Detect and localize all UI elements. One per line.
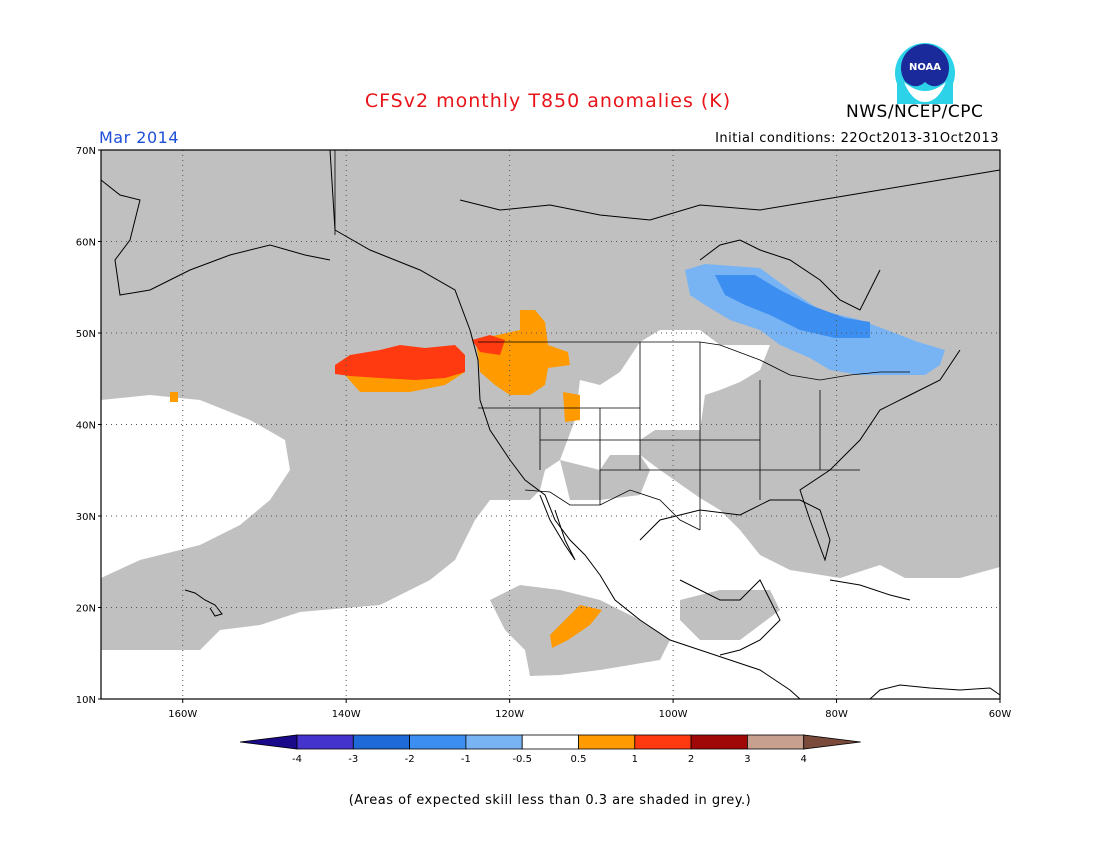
low-skill-regions — [101, 150, 1000, 676]
legend-swatch — [747, 734, 805, 750]
legend-arrow-low — [239, 734, 298, 750]
legend-label: -4 — [292, 754, 302, 765]
lon-label: 60W — [989, 709, 1012, 720]
agency-label: NWS/NCEP/CPC — [846, 102, 984, 122]
legend-label: -2 — [405, 754, 415, 765]
border-us-mexico — [524, 489, 701, 531]
coastlines — [100, 149, 1001, 700]
anomaly-plus-0-5-mexico — [550, 605, 602, 648]
anomaly-plus-1-wa — [472, 335, 505, 355]
legend-label: 2 — [688, 754, 694, 765]
legend-swatch — [634, 734, 692, 750]
warm-anomaly — [170, 310, 602, 648]
cold-anomaly — [685, 264, 945, 375]
coastline-gulf — [639, 349, 961, 562]
state-lines — [478, 342, 860, 530]
legend-swatch — [690, 734, 748, 750]
legend-label: 0.5 — [571, 754, 587, 765]
lat-label: 20N — [76, 604, 96, 615]
coastline-cuba — [829, 579, 911, 601]
legend-swatch — [352, 734, 410, 750]
logo-text: NOAA — [909, 62, 941, 73]
legend-swatch — [578, 734, 636, 750]
skill-note: (Areas of expected skill less than 0.3 a… — [348, 793, 752, 808]
lon-label: 100W — [659, 709, 688, 720]
anomaly-plus-0-5 — [475, 310, 570, 395]
coastline-hawaii — [184, 589, 223, 617]
coastline-west — [329, 149, 801, 700]
lon-label: 120W — [495, 709, 524, 720]
legend-swatch — [296, 734, 354, 750]
forecast-month: Mar 2014 — [99, 128, 179, 147]
noaa-logo-icon: NOAA — [895, 43, 955, 104]
legend-label: -0.5 — [512, 754, 532, 765]
low-skill-north — [101, 150, 1000, 650]
legend-label: -3 — [348, 754, 358, 765]
legend-swatch — [465, 734, 523, 750]
coastline-baja — [539, 494, 576, 561]
legend-label: -1 — [461, 754, 471, 765]
coastline-south — [869, 684, 1001, 700]
lat-label: 40N — [76, 421, 96, 432]
anomaly-minus-1 — [715, 275, 870, 338]
low-skill-caribbean — [680, 590, 780, 640]
legend-label: 3 — [744, 754, 750, 765]
color-legend: -4 -3 -2 -1 -0.5 0.5 1 2 3 4 — [239, 734, 861, 765]
political-borders — [334, 150, 910, 531]
legend-swatch — [409, 734, 467, 750]
map-title: CFSv2 monthly T850 anomalies (K) — [364, 90, 732, 112]
latitude-labels: 70N 60N 50N 40N 30N 20N 10N — [76, 146, 101, 706]
lat-label: 30N — [76, 512, 96, 523]
legend-swatch — [521, 734, 579, 750]
lon-label: 140W — [332, 709, 361, 720]
lat-label: 10N — [76, 695, 96, 706]
lat-label: 70N — [76, 146, 96, 157]
coastline-yucatan — [679, 579, 781, 656]
lat-label: 50N — [76, 329, 96, 340]
anomaly-plus-0-5-idaho — [563, 392, 580, 422]
longitude-labels: 160W 140W 120W 100W 80W 60W — [168, 699, 1011, 720]
coastline-arctic — [459, 169, 1001, 221]
legend-label: 1 — [632, 754, 638, 765]
border-us-canada — [478, 341, 910, 381]
anomaly-plus-1-pacific — [335, 345, 465, 380]
anomaly-plus-0-5-dot — [170, 392, 178, 402]
lon-label: 80W — [825, 709, 848, 720]
lon-label: 160W — [168, 709, 197, 720]
coastline-hudson — [699, 239, 881, 311]
legend-arrow-high — [803, 734, 861, 750]
legend-label: 4 — [801, 754, 807, 765]
low-skill-southwest — [560, 455, 650, 500]
coastline-alaska — [100, 179, 331, 296]
lat-label: 60N — [76, 238, 96, 249]
initial-conditions: Initial conditions: 22Oct2013-31Oct2013 — [715, 131, 999, 146]
